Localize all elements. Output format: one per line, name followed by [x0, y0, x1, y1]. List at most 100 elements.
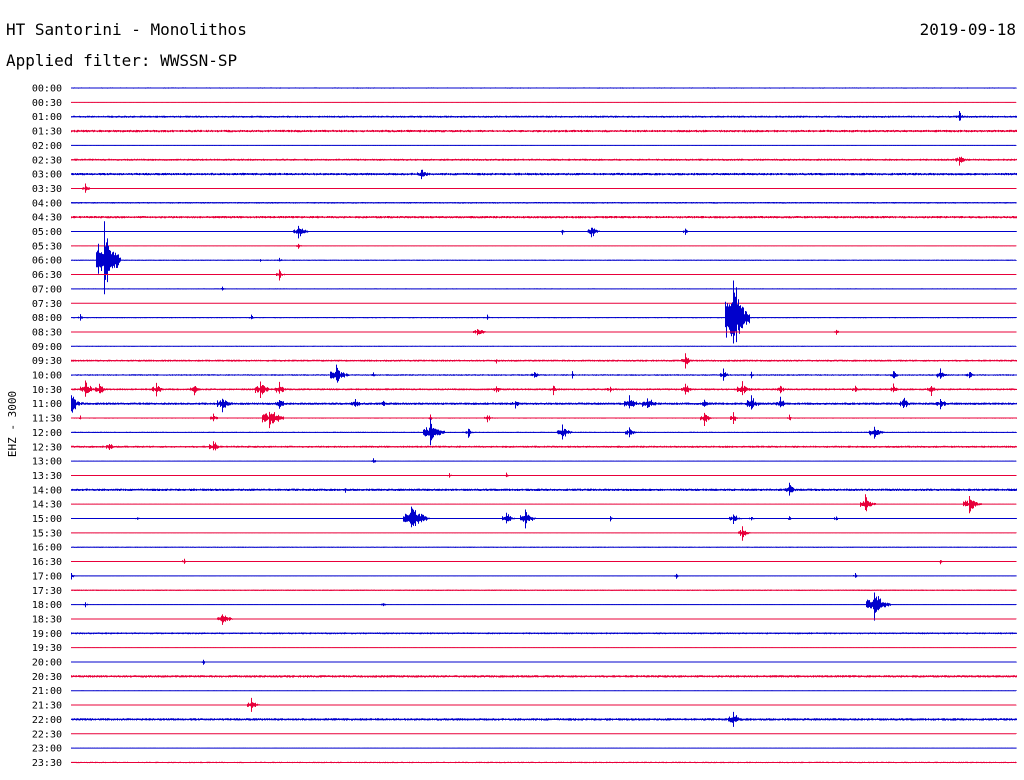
time-label: 09:00 — [32, 342, 62, 353]
trace-1800 — [71, 592, 1017, 621]
trace-0730 — [71, 303, 1017, 304]
trace-0800 — [71, 280, 1017, 344]
trace-1630 — [71, 558, 1017, 565]
time-label: 01:00 — [32, 112, 62, 123]
trace-0200 — [71, 145, 1017, 146]
trace-2100 — [71, 690, 1017, 691]
trace-1130 — [71, 411, 1017, 429]
trace-1200 — [71, 418, 1017, 446]
trace-2000 — [71, 659, 1017, 665]
time-label: 05:30 — [32, 241, 62, 252]
time-label: 09:30 — [32, 356, 62, 367]
time-label: 07:30 — [32, 299, 62, 310]
trace-0600 — [71, 221, 1017, 295]
trace-2300 — [71, 747, 1017, 749]
time-label: 15:30 — [32, 528, 62, 539]
date-label: 2019-09-18 — [919, 20, 1016, 39]
trace-0630 — [71, 269, 1017, 281]
time-label: 03:00 — [32, 170, 62, 181]
time-label-group: 00:00 00:30 01:00 01:30 02:00 02:30 03:00 03:30… — [32, 84, 62, 769]
time-label: 10:00 — [32, 371, 62, 382]
time-label: 06:00 — [32, 256, 62, 267]
trace-0430 — [71, 215, 1017, 219]
trace-0500 — [71, 225, 1017, 239]
trace-0130 — [71, 129, 1017, 133]
time-label: 16:00 — [32, 543, 62, 554]
time-label: 04:00 — [32, 198, 62, 209]
trace-1700 — [71, 573, 1017, 580]
trace-1600 — [71, 546, 1017, 548]
trace-0930 — [71, 353, 1017, 369]
trace-1230 — [71, 441, 1017, 451]
trace-group — [71, 87, 1017, 764]
trace-1300 — [71, 458, 1017, 463]
time-label: 18:00 — [32, 600, 62, 611]
time-label: 08:00 — [32, 313, 62, 324]
trace-1000 — [71, 364, 1017, 383]
trace-2230 — [71, 733, 1017, 734]
trace-0230 — [71, 156, 1017, 166]
time-label: 11:00 — [32, 399, 62, 410]
trace-1930 — [71, 647, 1017, 648]
time-label: 01:30 — [32, 127, 62, 138]
time-label: 19:00 — [32, 629, 62, 640]
trace-0900 — [71, 345, 1017, 347]
trace-1400 — [71, 482, 1017, 496]
trace-0100 — [71, 111, 1017, 121]
time-label: 21:00 — [32, 686, 62, 697]
trace-1030 — [71, 380, 1017, 398]
time-label: 03:30 — [32, 184, 62, 195]
trace-0400 — [71, 202, 1017, 204]
time-label: 00:30 — [32, 98, 62, 109]
time-label: 13:00 — [32, 457, 62, 468]
time-label: 14:00 — [32, 485, 62, 496]
time-label: 22:30 — [32, 729, 62, 740]
trace-0530 — [71, 243, 1017, 249]
filter-label: Applied filter: WWSSN-SP — [6, 51, 238, 70]
trace-1100 — [71, 395, 1017, 413]
time-label: 12:30 — [32, 442, 62, 453]
trace-1330 — [71, 472, 1017, 478]
time-label: 02:00 — [32, 141, 62, 152]
time-label: 23:30 — [32, 758, 62, 769]
time-label: 17:30 — [32, 586, 62, 597]
trace-2030 — [71, 675, 1017, 678]
trace-1430 — [71, 494, 1017, 514]
trace-1830 — [71, 614, 1017, 625]
trace-0030 — [71, 102, 1017, 103]
trace-0300 — [71, 169, 1017, 180]
time-label: 21:30 — [32, 701, 62, 712]
time-label: 02:30 — [32, 155, 62, 166]
station-title: HT Santorini - Monolithos — [6, 20, 247, 39]
time-label: 06:30 — [32, 270, 62, 281]
time-label: 12:00 — [32, 428, 62, 439]
trace-0700 — [71, 286, 1017, 291]
time-label: 10:30 — [32, 385, 62, 396]
time-label: 19:30 — [32, 643, 62, 654]
time-label: 14:30 — [32, 500, 62, 511]
time-label: 07:00 — [32, 284, 62, 295]
channel-label: EHZ - 3000 — [6, 391, 19, 457]
trace-2200 — [71, 711, 1017, 727]
trace-1900 — [71, 632, 1017, 635]
time-label: 23:00 — [32, 744, 62, 755]
trace-0000 — [71, 87, 1017, 89]
trace-0830 — [71, 329, 1017, 336]
time-label: 04:30 — [32, 213, 62, 224]
trace-0330 — [71, 183, 1017, 193]
time-label: 16:30 — [32, 557, 62, 568]
time-label: 22:00 — [32, 715, 62, 726]
time-label: 20:30 — [32, 672, 62, 683]
trace-2130 — [71, 697, 1017, 712]
time-label: 13:30 — [32, 471, 62, 482]
time-label: 05:00 — [32, 227, 62, 238]
time-label: 18:30 — [32, 614, 62, 625]
trace-1730 — [71, 589, 1017, 591]
time-label: 20:00 — [32, 658, 62, 669]
trace-1500 — [71, 506, 1017, 529]
time-label: 00:00 — [32, 84, 62, 95]
time-label: 17:00 — [32, 571, 62, 582]
time-label: 08:30 — [32, 327, 62, 338]
time-label: 15:00 — [32, 514, 62, 525]
